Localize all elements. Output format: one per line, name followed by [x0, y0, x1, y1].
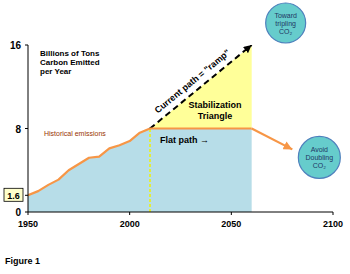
circle-label-line: Toward: [274, 12, 297, 19]
circle-label: TowardtriplingCO₂: [274, 12, 297, 35]
circle-label-line: Avoid: [311, 146, 328, 153]
start-divider: [149, 129, 151, 213]
y-tick-label: 0: [15, 207, 21, 218]
x-tick-label: 2050: [221, 219, 241, 229]
x-axis: [28, 212, 333, 213]
series-line: [150, 127, 252, 129]
series-label: Flat path →: [160, 135, 209, 145]
target-circle: [298, 136, 340, 178]
y-tick-label: 16: [10, 40, 22, 51]
series-line: [28, 129, 150, 196]
stabilization-triangle: [150, 45, 252, 129]
caption: Figure 1: [5, 256, 40, 266]
x-tick-label: 2000: [120, 219, 140, 229]
emissions-area: [28, 129, 252, 213]
y-axis-label: Carbon Emitted: [40, 58, 100, 67]
y-marker-label: 1.6: [7, 191, 20, 201]
y-axis-label: per Year: [40, 67, 71, 76]
triangle-label: StabilizationTriangle: [188, 100, 241, 121]
y-tick-label: 8: [15, 124, 21, 135]
circle-label-line: CO₂: [313, 162, 327, 169]
x-tick-label: 1950: [18, 219, 38, 229]
x-tick: [28, 212, 29, 215]
triangle-label-line: Stabilization: [188, 100, 241, 110]
y-tick: [25, 128, 28, 129]
chart: 081619502000205021001.6Billions of TonsC…: [0, 0, 350, 274]
circle-label-line: CO₂: [279, 28, 293, 35]
circle-label: AvoidDoublingCO₂: [306, 146, 334, 169]
series-line: [252, 129, 293, 150]
x-tick-label: 2100: [323, 219, 343, 229]
series-line: [150, 45, 252, 129]
triangle-label-line: Triangle: [198, 111, 233, 121]
circle-label-line: Doubling: [306, 154, 334, 162]
y-axis-label: Billions of Tons: [40, 49, 100, 58]
y-marker-box: [4, 188, 23, 201]
y-tick: [25, 45, 28, 46]
x-tick: [333, 212, 334, 215]
x-tick: [231, 212, 232, 215]
target-circle: [266, 3, 306, 43]
plot-area: [28, 45, 292, 212]
circle-label-line: tripling: [275, 20, 296, 28]
series-label: Historical emissions: [44, 130, 106, 137]
y-marker-tick: [25, 195, 28, 196]
x-tick: [129, 212, 130, 215]
